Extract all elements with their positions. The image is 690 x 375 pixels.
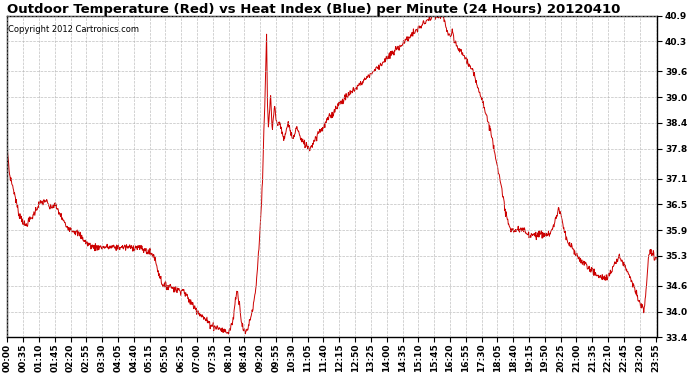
Text: Copyright 2012 Cartronics.com: Copyright 2012 Cartronics.com [8,26,139,34]
Text: Outdoor Temperature (Red) vs Heat Index (Blue) per Minute (24 Hours) 20120410: Outdoor Temperature (Red) vs Heat Index … [8,3,620,16]
